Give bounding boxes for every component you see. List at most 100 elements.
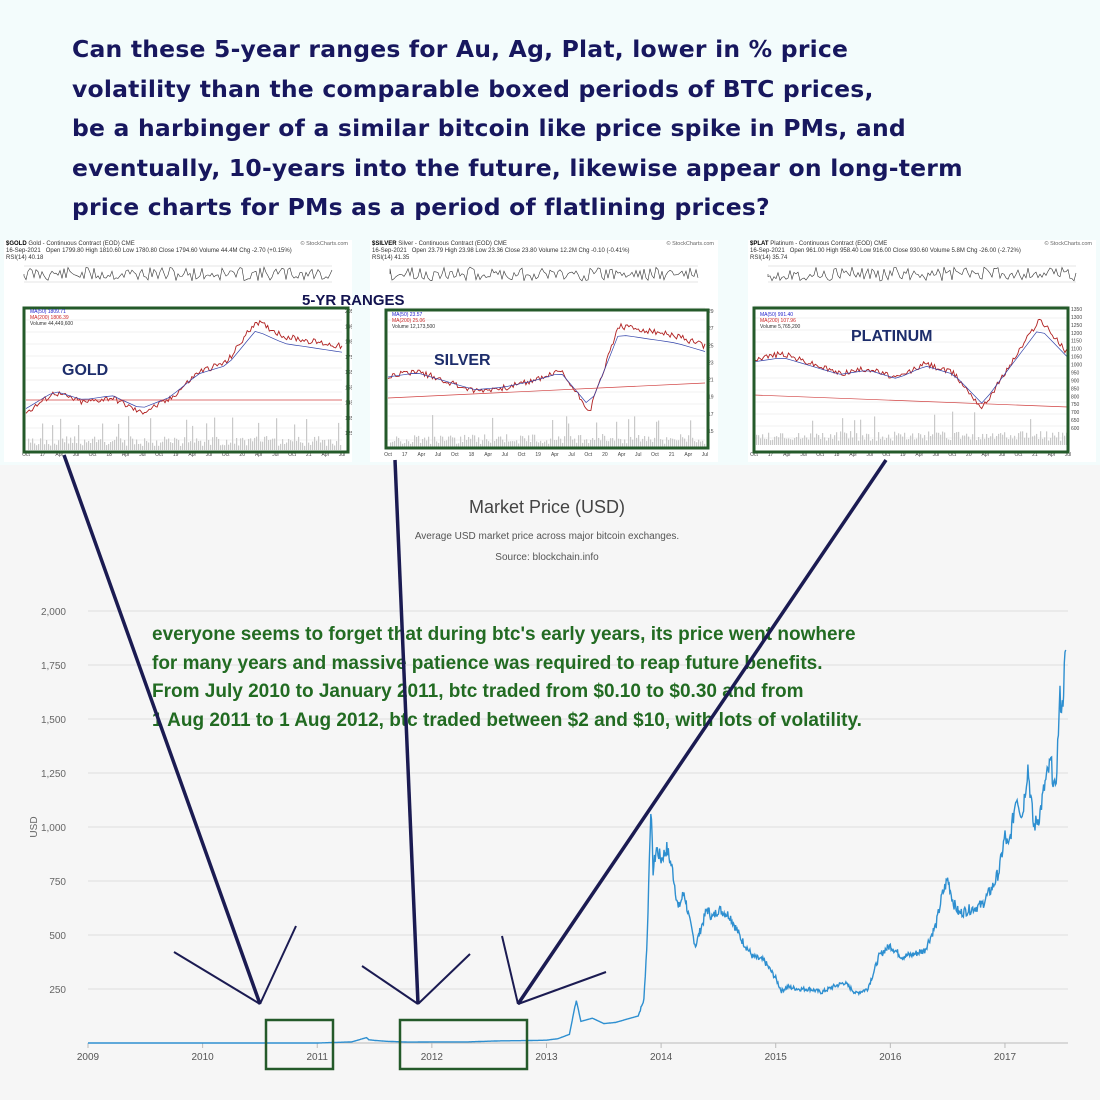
date-tick-label: 21 bbox=[1032, 452, 1038, 458]
platinum-ma200: MA(200) 107.96 bbox=[760, 318, 796, 324]
volume-bar bbox=[1040, 431, 1042, 445]
volume-bar bbox=[774, 436, 776, 445]
volume-bar bbox=[452, 437, 454, 448]
volume-bar bbox=[1010, 435, 1012, 445]
date-tick-label: Jul bbox=[272, 452, 278, 458]
volume-bar bbox=[1018, 433, 1020, 445]
volume-bar bbox=[896, 435, 898, 445]
range-box bbox=[384, 308, 710, 450]
volume-bar bbox=[1046, 431, 1048, 445]
volume-bar bbox=[824, 437, 826, 445]
volume-bar bbox=[800, 438, 802, 445]
stockcharts-logo: © StockCharts.com bbox=[300, 241, 348, 247]
volume-bar bbox=[68, 443, 70, 450]
volume-bar bbox=[160, 442, 162, 450]
volume-bar bbox=[220, 445, 222, 450]
price-tick-label: 1100 bbox=[1071, 347, 1082, 353]
volume-bar bbox=[984, 438, 986, 445]
volume-bar bbox=[688, 435, 690, 448]
volume-bar bbox=[552, 420, 554, 448]
rsi-line bbox=[23, 266, 333, 282]
volume-bar bbox=[474, 435, 476, 448]
volume-bar bbox=[308, 442, 310, 450]
volume-bar bbox=[194, 442, 196, 450]
volume-bar bbox=[1032, 436, 1034, 445]
volume-bar bbox=[636, 437, 638, 448]
volume-bar bbox=[300, 442, 302, 450]
volume-bar bbox=[818, 435, 820, 445]
volume-bar bbox=[274, 438, 276, 450]
volume-bar bbox=[1026, 432, 1028, 445]
volume-bar bbox=[260, 441, 262, 450]
volume-bar bbox=[514, 441, 516, 448]
platinum-ma50: MA(50) 991.40 bbox=[760, 312, 794, 318]
volume-bar bbox=[32, 438, 34, 450]
price-tick-label: 1000 bbox=[1071, 363, 1082, 369]
volume-bar bbox=[1036, 433, 1038, 445]
volume-bar bbox=[690, 420, 692, 448]
volume-bar bbox=[60, 418, 62, 450]
volume-bar bbox=[96, 442, 98, 450]
volume-bar bbox=[668, 440, 670, 448]
volume-bar bbox=[942, 431, 944, 445]
silver-chart-header: $SILVER Silver - Continuous Contract (EO… bbox=[372, 241, 630, 262]
volume-bar bbox=[458, 443, 460, 448]
volume-bar bbox=[600, 440, 602, 448]
volume-bar bbox=[404, 443, 406, 448]
date-tick-label: Oct bbox=[651, 452, 659, 458]
volume-bar bbox=[614, 440, 616, 448]
date-tick-label: Jul bbox=[502, 452, 508, 458]
volume-bar bbox=[618, 438, 620, 448]
volume-bar bbox=[142, 445, 144, 450]
volume-bar bbox=[830, 434, 832, 445]
rsi-line bbox=[389, 266, 699, 282]
volume-bar bbox=[770, 440, 772, 445]
volume-bar bbox=[1038, 439, 1040, 445]
volume-bar bbox=[164, 436, 166, 450]
volume-bar bbox=[472, 434, 474, 448]
volume-bar bbox=[36, 445, 38, 450]
volume-bar bbox=[898, 433, 900, 445]
date-tick-label: Oct bbox=[384, 452, 392, 458]
volume-bar bbox=[1048, 440, 1050, 445]
y-axis-label: USD bbox=[29, 816, 40, 837]
date-tick-label: Oct bbox=[882, 452, 890, 458]
volume-bar bbox=[94, 436, 96, 450]
volume-bar bbox=[870, 440, 872, 445]
volume-bar bbox=[76, 443, 78, 450]
volume-bar bbox=[108, 443, 110, 450]
volume-bar bbox=[430, 443, 432, 448]
volume-bar bbox=[448, 436, 450, 448]
gold-desc: Gold - Continuous Contract (EOD) CME bbox=[28, 241, 135, 247]
x-tick-label: 2016 bbox=[879, 1052, 902, 1063]
date-tick-label: Apr bbox=[484, 452, 492, 458]
volume-bar bbox=[702, 440, 704, 448]
date-tick-label: 18 bbox=[469, 452, 475, 458]
date-tick-label: Apr bbox=[783, 452, 791, 458]
date-tick-label: Jul bbox=[866, 452, 872, 458]
price-tick-label: 25 bbox=[708, 343, 714, 349]
volume-bar bbox=[314, 436, 316, 450]
volume-bar bbox=[822, 432, 824, 445]
volume-bar bbox=[768, 432, 770, 445]
volume-bar bbox=[272, 438, 274, 450]
ma50-line bbox=[25, 330, 343, 409]
volume-bar bbox=[590, 439, 592, 448]
volume-bar bbox=[290, 440, 292, 450]
volume-bar bbox=[670, 438, 672, 448]
date-tick-label: 17 bbox=[402, 452, 408, 458]
volume-bar bbox=[434, 436, 436, 448]
volume-bar bbox=[900, 434, 902, 445]
silver-chart: 29 27 25 23 21 19 17 15 Oct 17 Apr Jul Oct 18 Apr Jul Oc… bbox=[370, 240, 718, 462]
gold-quote: Open 1799.80 High 1810.60 Low 1780.80 Cl… bbox=[45, 248, 292, 254]
volume-bar bbox=[624, 439, 626, 448]
volume-bar bbox=[78, 425, 80, 450]
volume-bar bbox=[934, 414, 936, 445]
volume-bar bbox=[536, 441, 538, 448]
volume-bar bbox=[252, 441, 254, 450]
volume-bar bbox=[542, 443, 544, 448]
gold-label: GOLD bbox=[62, 362, 109, 379]
volume-bar bbox=[556, 440, 558, 448]
volume-bar bbox=[648, 436, 650, 448]
annotation-line: for many years and massive patience was … bbox=[152, 652, 823, 674]
